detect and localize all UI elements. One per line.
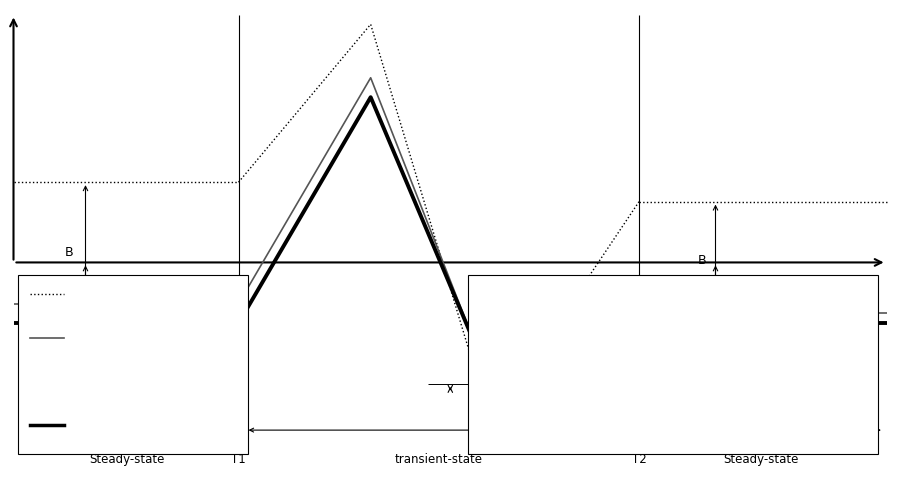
Text: D: D [531,380,541,392]
Text: Steady-state: Steady-state [724,453,799,466]
Text: B: B [698,254,706,266]
Text: Off-line simulation result: Off-line simulation result [73,420,202,430]
Text: C : Stored unwanted DC offset: C : Stored unwanted DC offset [482,377,640,387]
Text: A: A [65,286,74,299]
FancyBboxPatch shape [468,275,878,454]
Text: transient-state: transient-state [395,453,482,466]
Text: T1: T1 [231,453,246,466]
Text: B: B [466,382,475,395]
Text: Steady-state: Steady-state [90,453,165,466]
Text: A: A [698,286,706,299]
Text: D : Error between accurate simulation
    and simulation result of the stored
  : D : Error between accurate simulation an… [482,411,680,444]
FancyBboxPatch shape [18,275,248,454]
Text: T2: T2 [632,453,646,466]
Text: B : unwanted DC offset
    (changing on simulation): B : unwanted DC offset (changing on simu… [482,328,625,349]
Text: A : Intentional DC offset: A : Intentional DC offset [482,294,607,304]
Text: C: C [225,278,234,292]
Text: Signal without
unwanted DC offset
(result in stored
 DC offset algorithm): Signal without unwanted DC offset (resul… [73,326,183,370]
Text: B: B [65,246,74,259]
Text: Total DC offset: Total DC offset [73,289,149,299]
